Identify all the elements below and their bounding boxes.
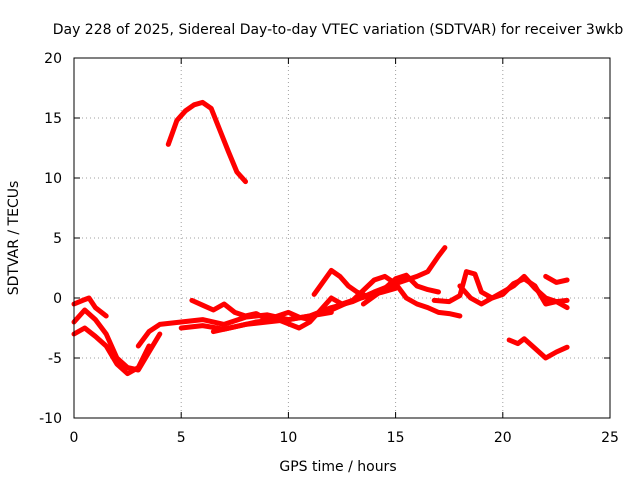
series-arc-11 <box>360 272 441 307</box>
y-tick-label: 10 <box>44 171 62 187</box>
y-tick-label: 15 <box>44 111 62 127</box>
x-tick-label: 15 <box>387 430 405 446</box>
y-tick-label: 20 <box>44 51 62 67</box>
chart-title: Day 228 of 2025, Sidereal Day-to-day VTE… <box>53 22 624 38</box>
x-tick-label: 25 <box>601 430 619 446</box>
data-series <box>71 99 570 377</box>
y-tick-label: -5 <box>48 351 62 367</box>
series-arc-10 <box>328 273 463 319</box>
plot-frame <box>73 57 611 419</box>
y-tick-label: 0 <box>53 291 62 307</box>
x-tick-label: 5 <box>177 430 186 446</box>
x-tick-label: 0 <box>70 430 79 446</box>
series-arc-2 <box>71 295 109 319</box>
y-tick-label: -10 <box>39 411 62 427</box>
series-arc-8 <box>210 285 399 335</box>
series-arc-9 <box>311 267 369 299</box>
series-arc-13 <box>457 276 570 311</box>
series-arc-3 <box>71 325 152 377</box>
x-axis-label: GPS time / hours <box>279 459 396 475</box>
axis-ticks: 0 5 10 15 20 25 -10 -5 0 5 10 15 20 <box>39 51 619 446</box>
x-tick-label: 10 <box>279 430 297 446</box>
y-axis-label: SDTVAR / TECUs <box>6 181 22 296</box>
series-arc-6 <box>189 297 313 323</box>
grid <box>74 58 610 418</box>
x-tick-label: 20 <box>494 430 512 446</box>
series-arc-15 <box>506 336 570 361</box>
y-tick-label: 5 <box>53 231 62 247</box>
series-arc-5 <box>165 99 248 185</box>
series-arc-14 <box>543 273 570 285</box>
